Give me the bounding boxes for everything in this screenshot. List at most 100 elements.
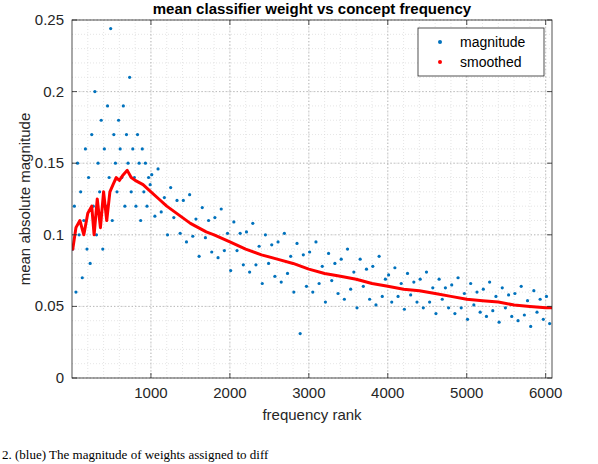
- axes: 10002000300040005000600000.050.10.150.20…: [35, 11, 563, 401]
- legend-box: [418, 28, 544, 76]
- point: [431, 286, 434, 289]
- point: [548, 322, 551, 325]
- point: [264, 233, 267, 236]
- point: [406, 272, 409, 275]
- point: [324, 301, 327, 304]
- point: [393, 266, 396, 269]
- point: [283, 232, 286, 235]
- tick: [72, 163, 77, 164]
- minor-grid-line: [150, 20, 151, 378]
- point: [138, 162, 141, 165]
- point: [73, 205, 76, 208]
- point: [139, 219, 142, 222]
- minor-grid-line: [72, 249, 552, 250]
- point: [387, 273, 390, 276]
- point: [156, 167, 159, 170]
- point: [333, 262, 336, 265]
- point: [545, 295, 548, 298]
- point: [150, 173, 153, 176]
- grid-line: [308, 20, 309, 378]
- point: [314, 240, 317, 243]
- point: [308, 250, 311, 253]
- tick: [72, 20, 77, 21]
- point: [311, 290, 314, 293]
- minor-grid-line: [72, 206, 552, 207]
- point: [532, 289, 535, 292]
- point: [336, 292, 339, 295]
- minor-grid-line: [545, 20, 546, 378]
- tick: [547, 91, 552, 92]
- point: [403, 308, 406, 311]
- tick: [72, 306, 77, 307]
- minor-grid-line: [72, 91, 552, 92]
- point: [198, 255, 201, 258]
- point: [112, 133, 115, 136]
- tick-label: 0.15: [35, 154, 64, 171]
- point: [145, 205, 148, 208]
- point: [141, 147, 144, 150]
- point: [409, 293, 412, 296]
- point: [491, 309, 494, 312]
- point: [374, 303, 377, 306]
- point: [142, 190, 145, 193]
- point: [302, 253, 305, 256]
- point: [147, 176, 150, 179]
- point: [111, 219, 114, 222]
- point: [479, 311, 482, 314]
- point: [520, 285, 523, 288]
- tick-label: 6000: [529, 384, 562, 401]
- minor-grid-line: [72, 177, 552, 178]
- point: [349, 288, 352, 291]
- point: [463, 292, 466, 295]
- point: [482, 288, 485, 291]
- point: [81, 276, 84, 279]
- minor-grid-line: [135, 20, 136, 378]
- point: [108, 176, 111, 179]
- tick: [150, 373, 151, 378]
- point: [396, 295, 399, 298]
- legend-marker: [438, 40, 442, 44]
- minor-grid-line: [340, 20, 341, 378]
- minor-grid-line: [72, 105, 552, 106]
- point: [343, 298, 346, 301]
- point: [438, 278, 441, 281]
- plot-area: [72, 20, 552, 378]
- point: [232, 220, 235, 223]
- point: [204, 236, 207, 239]
- tick: [387, 20, 388, 25]
- minor-grid-line: [87, 20, 88, 378]
- point: [276, 240, 279, 243]
- point: [93, 90, 96, 93]
- minor-grid-line: [166, 20, 167, 378]
- minor-grid: [72, 20, 552, 378]
- grid-line: [72, 306, 552, 307]
- minor-grid-line: [387, 20, 388, 378]
- point: [267, 262, 270, 265]
- minor-grid-line: [72, 134, 552, 135]
- point: [523, 313, 526, 316]
- minor-grid-line: [229, 20, 230, 378]
- point: [447, 306, 450, 309]
- point: [419, 278, 422, 281]
- tick: [308, 373, 309, 378]
- point: [122, 104, 125, 107]
- point: [472, 303, 475, 306]
- tick: [547, 20, 552, 21]
- point: [444, 286, 447, 289]
- point: [355, 306, 358, 309]
- minor-grid-line: [372, 20, 373, 378]
- point: [201, 206, 204, 209]
- grid-line: [545, 20, 546, 378]
- minor-grid-line: [245, 20, 246, 378]
- minor-grid-line: [72, 120, 552, 121]
- tick: [308, 20, 309, 25]
- point: [213, 216, 216, 219]
- background: [0, 0, 598, 464]
- tick: [547, 234, 552, 235]
- point: [412, 280, 415, 283]
- point: [488, 280, 491, 283]
- minor-grid-line: [72, 335, 552, 336]
- tick-label: 4000: [371, 384, 404, 401]
- minor-grid-line: [324, 20, 325, 378]
- point: [352, 270, 355, 273]
